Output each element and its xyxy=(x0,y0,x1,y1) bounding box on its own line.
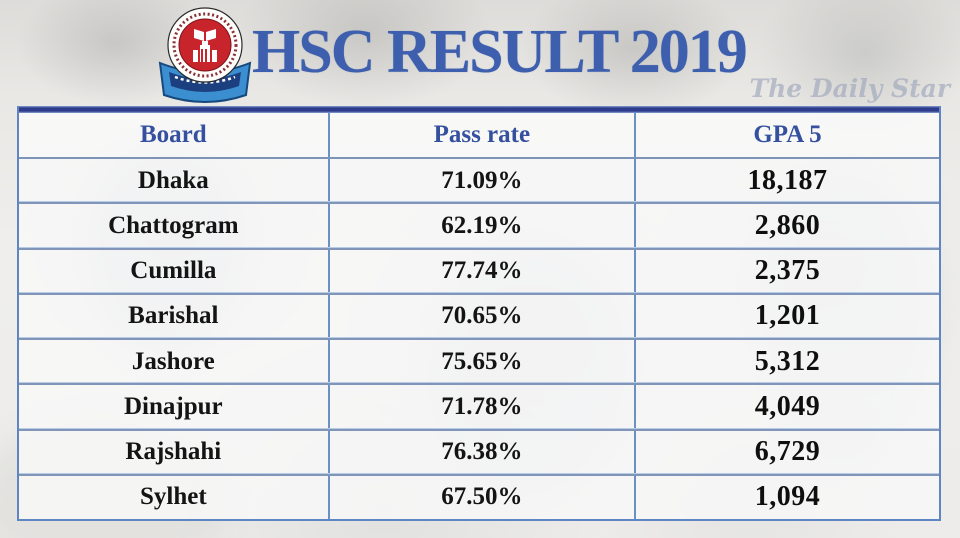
column-header-gpa5: GPA 5 xyxy=(634,113,939,157)
table-body: Dhaka 71.09% 18,187 Chattogram 62.19% 2,860 Cu… xyxy=(19,159,939,519)
table-row: Dhaka 71.09% 18,187 xyxy=(19,159,939,203)
gpa5-cell: 1,201 xyxy=(634,294,939,338)
pass-rate-cell: 71.78% xyxy=(327,385,634,429)
column-header-pass-rate: Pass rate xyxy=(327,113,634,157)
pass-rate-cell: 70.65% xyxy=(327,294,634,338)
table-row: Dinajpur 71.78% 4,049 xyxy=(19,383,939,429)
table-header-row: Board Pass rate GPA 5 xyxy=(19,113,939,159)
pass-rate-cell: 76.38% xyxy=(327,430,634,474)
board-cell: Sylhet xyxy=(139,483,207,511)
table-top-bar xyxy=(19,106,939,113)
header: HSC RESULT 2019 xyxy=(0,0,960,104)
table-row: Sylhet 67.50% 1,094 xyxy=(19,473,939,519)
education-board-logo-icon xyxy=(150,5,260,105)
gpa5-cell: 18,187 xyxy=(634,159,939,203)
gpa5-cell: 1,094 xyxy=(634,475,939,519)
page-title: HSC RESULT 2019 xyxy=(252,17,748,86)
pass-rate-cell: 75.65% xyxy=(327,340,634,384)
pass-rate-cell: 77.74% xyxy=(327,249,634,293)
board-cell: Barishal xyxy=(128,302,219,330)
gpa5-cell: 2,375 xyxy=(634,249,939,293)
gpa5-cell: 5,312 xyxy=(634,340,939,384)
board-cell: Dhaka xyxy=(137,166,209,194)
table-row: Jashore 75.65% 5,312 xyxy=(19,338,939,384)
gpa5-cell: 4,049 xyxy=(634,385,939,429)
table-row: Rajshahi 76.38% 6,729 xyxy=(19,428,939,474)
board-cell: Chattogram xyxy=(108,211,239,239)
pass-rate-cell: 67.50% xyxy=(327,475,634,519)
column-header-board: Board xyxy=(139,121,207,148)
board-cell: Dinajpur xyxy=(124,392,223,420)
daily-star-watermark: The Daily Star xyxy=(749,74,950,103)
table-row: Chattogram 62.19% 2,860 xyxy=(19,202,939,248)
board-cell: Cumilla xyxy=(130,257,217,285)
table-row: Barishal 70.65% 1,201 xyxy=(19,292,939,338)
pass-rate-cell: 71.09% xyxy=(327,159,634,203)
gpa5-cell: 6,729 xyxy=(634,430,939,474)
board-cell: Jashore xyxy=(131,347,215,375)
pass-rate-cell: 62.19% xyxy=(327,204,634,248)
results-table: Board Pass rate GPA 5 Dhaka 71.09% 18,187 C… xyxy=(17,106,941,521)
table-row: Cumilla 77.74% 2,375 xyxy=(19,247,939,293)
board-cell: Rajshahi xyxy=(125,438,222,466)
gpa5-cell: 2,860 xyxy=(634,204,939,248)
